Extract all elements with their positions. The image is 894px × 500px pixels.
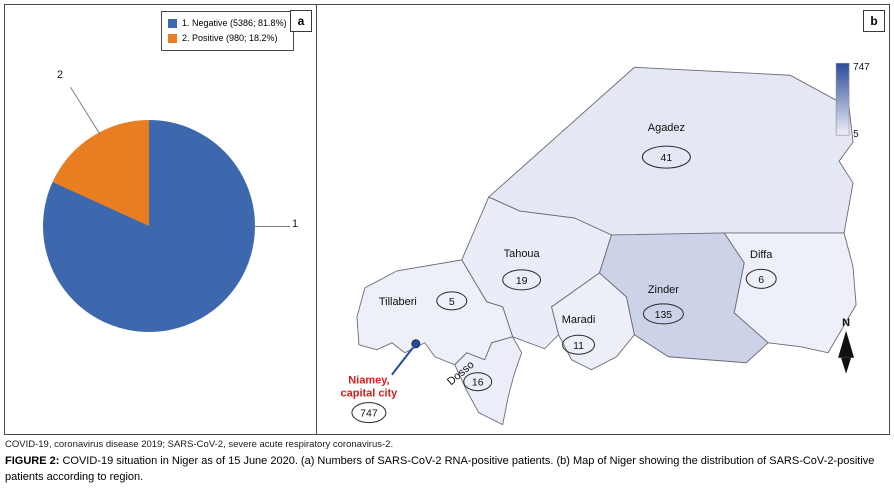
panel-divider: [316, 5, 317, 434]
niamey-label-line2: capital city: [341, 388, 399, 400]
figure-caption-number: FIGURE 2:: [5, 455, 60, 467]
region-diffa: [723, 232, 857, 354]
tillaberi-count-ellipse: [436, 291, 468, 311]
agadez-label: Agadez: [648, 122, 685, 134]
legend-item-positive: 2. Positive (980; 18.2%): [168, 31, 287, 46]
callout-label-positive: 2: [57, 69, 64, 81]
zinder-count: 135: [655, 310, 673, 321]
diffa-label: Diffa: [750, 249, 773, 261]
north-arrow-tail: [841, 357, 852, 374]
niamey-label-line1: Niamey,: [348, 375, 389, 387]
legend-label-positive: 2. Positive (980; 18.2%): [182, 33, 278, 43]
color-scale-min-label: 5: [853, 129, 859, 140]
callout-label-negative: 1: [292, 218, 299, 230]
panel-b-label: b: [863, 10, 885, 32]
callout-line-negative: [254, 226, 290, 227]
callout-line-positive: [70, 87, 101, 136]
tahoua-count-ellipse: [502, 269, 542, 291]
niamey-pointer-line: [391, 347, 414, 376]
agadez-count-ellipse: [641, 145, 691, 169]
niamey-dot: [411, 339, 421, 349]
negative-color-swatch: [168, 19, 177, 28]
legend-label-negative: 1. Negative (5386; 81.8%): [182, 18, 287, 28]
niamey-count: 747: [360, 409, 378, 420]
zinder-count-ellipse: [642, 303, 684, 325]
pie-chart: [43, 120, 255, 332]
figure-caption: FIGURE 2: COVID-19 situation in Niger as…: [5, 454, 887, 485]
figure-caption-text: COVID-19 situation in Niger as of 15 Jun…: [5, 455, 875, 483]
tillaberi-count: 5: [449, 297, 455, 308]
diffa-count: 6: [758, 275, 764, 286]
north-arrow-icon: [838, 330, 855, 358]
region-agadez: [487, 66, 854, 236]
color-scale-max-label: 747: [853, 62, 870, 73]
pie-legend: 1. Negative (5386; 81.8%) 2. Positive (9…: [161, 11, 294, 51]
maradi-count-ellipse: [562, 334, 596, 355]
diffa-count-ellipse: [745, 268, 777, 289]
tillaberi-label: Tillaberi: [379, 296, 417, 308]
zinder-label: Zinder: [648, 284, 679, 296]
maradi-count: 11: [573, 341, 584, 352]
agadez-count: 41: [661, 153, 673, 164]
tahoua-count: 19: [516, 276, 528, 287]
tahoua-label: Tahoua: [504, 248, 541, 260]
dosso-count-ellipse: [463, 372, 493, 392]
legend-item-negative: 1. Negative (5386; 81.8%): [168, 16, 287, 31]
dosso-count: 16: [472, 378, 484, 389]
positive-color-swatch: [168, 34, 177, 43]
panel-a-label: a: [290, 10, 312, 32]
region-dosso: [454, 336, 523, 426]
north-label: N: [842, 317, 850, 329]
maradi-label: Maradi: [562, 314, 596, 326]
figure-footnote: COVID-19, coronavirus disease 2019; SARS…: [5, 439, 394, 450]
figure-frame: a 1. Negative (5386; 81.8%) 2. Positive …: [4, 4, 890, 435]
color-scale-bar: [835, 62, 850, 136]
niger-map: Agadez 41 Tahoua 19 Tillaberi 5 Dosso 16…: [341, 62, 870, 426]
niamey-count-ellipse: [351, 402, 387, 424]
